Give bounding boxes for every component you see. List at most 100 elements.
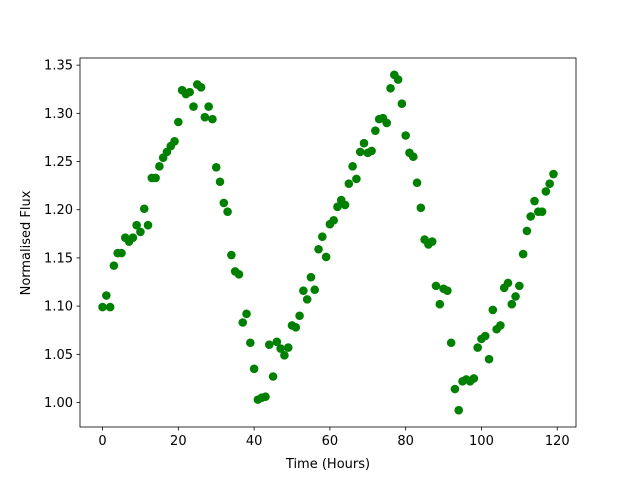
y-tick-label: 1.10: [44, 300, 73, 315]
point: [139, 204, 149, 214]
point: [227, 250, 236, 260]
point: [386, 83, 395, 93]
point: [503, 278, 513, 288]
point: [496, 321, 505, 330]
point: [348, 162, 357, 171]
y-tick-label: 1.35: [44, 59, 73, 74]
point: [189, 102, 198, 111]
point: [431, 281, 441, 291]
point: [344, 179, 354, 188]
point: [352, 174, 361, 184]
axes-frame: [79, 57, 577, 428]
point: [234, 270, 244, 279]
point: [333, 202, 342, 212]
point: [204, 102, 213, 111]
point: [321, 252, 331, 262]
point: [408, 152, 418, 162]
x-tick-label: 100: [469, 434, 494, 449]
point: [393, 75, 403, 84]
point: [310, 285, 320, 295]
point: [249, 364, 259, 374]
point: [295, 311, 304, 321]
point: [454, 405, 464, 415]
point: [537, 207, 547, 216]
point: [200, 112, 210, 122]
point: [302, 295, 312, 304]
point: [215, 177, 225, 187]
y-tick-label: 1.05: [44, 348, 73, 363]
y-axis-label: Normalised Flux: [19, 190, 34, 295]
point: [208, 114, 217, 124]
point: [174, 117, 183, 127]
point: [541, 187, 551, 196]
point: [515, 281, 524, 291]
point: [151, 173, 160, 183]
point: [355, 147, 365, 157]
point: [443, 286, 452, 295]
point: [340, 200, 350, 210]
point: [545, 179, 554, 188]
point: [511, 292, 520, 301]
point: [136, 227, 145, 237]
point: [530, 196, 539, 206]
point: [526, 212, 536, 221]
point: [488, 305, 498, 315]
point: [223, 207, 232, 216]
point: [359, 138, 369, 148]
x-tick-label: 120: [545, 434, 570, 449]
x-tick-label: 40: [246, 434, 263, 449]
point: [446, 338, 456, 348]
y-tick-label: 1.20: [44, 203, 73, 218]
point: [242, 309, 251, 319]
point: [371, 126, 380, 135]
point: [280, 350, 289, 360]
point: [291, 323, 301, 332]
point: [549, 169, 558, 179]
point: [518, 249, 528, 259]
point: [299, 286, 308, 295]
x-axis-label: Time (Hours): [285, 457, 370, 472]
point: [480, 331, 490, 341]
point: [98, 302, 107, 312]
y-tick-label: 1.00: [44, 396, 73, 411]
point: [117, 248, 126, 258]
point: [196, 83, 206, 92]
point: [318, 232, 327, 242]
point: [155, 162, 164, 171]
point: [367, 146, 376, 156]
point: [105, 302, 115, 312]
point: [314, 244, 323, 254]
x-tick-label: 80: [397, 434, 414, 449]
point: [427, 237, 437, 246]
point: [143, 220, 153, 230]
y-tick-label: 1.15: [44, 251, 73, 266]
point: [246, 338, 255, 348]
point: [170, 136, 179, 146]
x-tick-label: 20: [170, 434, 187, 449]
point: [397, 99, 407, 108]
point: [522, 226, 532, 236]
point: [128, 233, 138, 242]
y-tick-label: 1.30: [44, 107, 73, 122]
x-tick-label: 60: [322, 434, 339, 449]
point: [264, 340, 274, 349]
point: [219, 198, 229, 208]
point: [416, 203, 426, 213]
point: [435, 299, 445, 309]
point: [473, 343, 482, 352]
x-tick-label: 0: [98, 434, 106, 449]
point: [382, 118, 392, 128]
point: [507, 299, 517, 309]
point: [102, 291, 111, 300]
point: [261, 392, 270, 402]
point: [469, 374, 479, 383]
point: [401, 131, 410, 140]
point: [211, 163, 221, 172]
y-tick-label: 1.25: [44, 155, 73, 170]
point: [484, 354, 494, 364]
point: [450, 384, 460, 394]
point: [238, 318, 248, 327]
point: [283, 343, 293, 352]
point: [306, 272, 316, 282]
